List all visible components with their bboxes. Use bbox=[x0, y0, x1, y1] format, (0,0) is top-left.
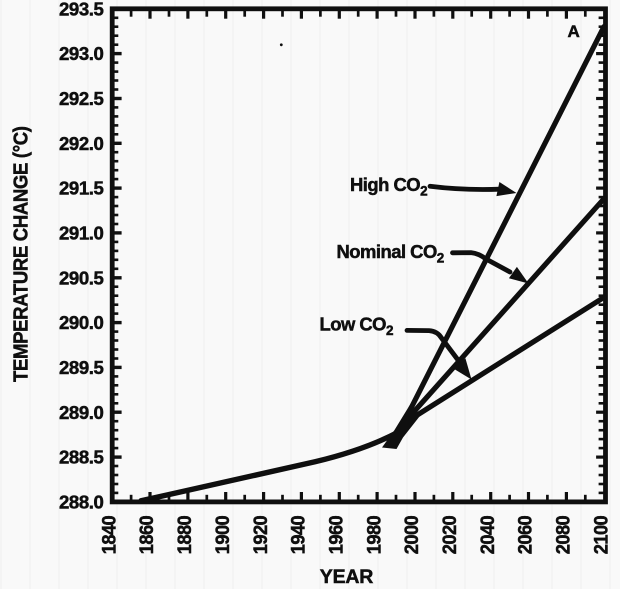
svg-text:290.5: 290.5 bbox=[59, 267, 104, 288]
svg-text:293.5: 293.5 bbox=[59, 0, 104, 19]
svg-text:Nominal CO2: Nominal CO2 bbox=[337, 241, 444, 266]
svg-text:2060: 2060 bbox=[515, 516, 537, 555]
svg-text:293.0: 293.0 bbox=[59, 43, 104, 64]
svg-text:1980: 1980 bbox=[364, 516, 386, 555]
svg-text:289.5: 289.5 bbox=[59, 357, 104, 378]
svg-text:291.0: 291.0 bbox=[59, 223, 104, 244]
svg-text:A: A bbox=[568, 22, 580, 41]
svg-text:291.5: 291.5 bbox=[59, 178, 104, 199]
svg-text:1940: 1940 bbox=[288, 516, 310, 555]
svg-text:1860: 1860 bbox=[137, 516, 159, 555]
svg-text:2040: 2040 bbox=[477, 516, 499, 555]
svg-text:1840: 1840 bbox=[99, 516, 121, 555]
svg-text:TEMPERATURE CHANGE (°C): TEMPERATURE CHANGE (°C) bbox=[11, 126, 33, 382]
svg-text:289.0: 289.0 bbox=[59, 402, 104, 423]
svg-text:High CO2: High CO2 bbox=[350, 174, 427, 199]
svg-text:1960: 1960 bbox=[326, 516, 348, 555]
svg-text:290.0: 290.0 bbox=[59, 312, 104, 333]
svg-text:1880: 1880 bbox=[175, 516, 197, 555]
svg-text:1920: 1920 bbox=[250, 516, 272, 555]
svg-text:2000: 2000 bbox=[402, 516, 424, 555]
svg-text:1900: 1900 bbox=[212, 516, 234, 555]
svg-text:2100: 2100 bbox=[591, 516, 613, 555]
svg-text:2080: 2080 bbox=[553, 516, 575, 555]
svg-text:2020: 2020 bbox=[440, 516, 462, 555]
svg-text:292.5: 292.5 bbox=[59, 88, 104, 109]
svg-text:Low CO2: Low CO2 bbox=[320, 313, 393, 338]
svg-text:292.0: 292.0 bbox=[59, 133, 104, 154]
svg-text:288.0: 288.0 bbox=[59, 492, 104, 513]
svg-text:YEAR: YEAR bbox=[320, 566, 373, 588]
svg-text:288.5: 288.5 bbox=[59, 447, 104, 468]
